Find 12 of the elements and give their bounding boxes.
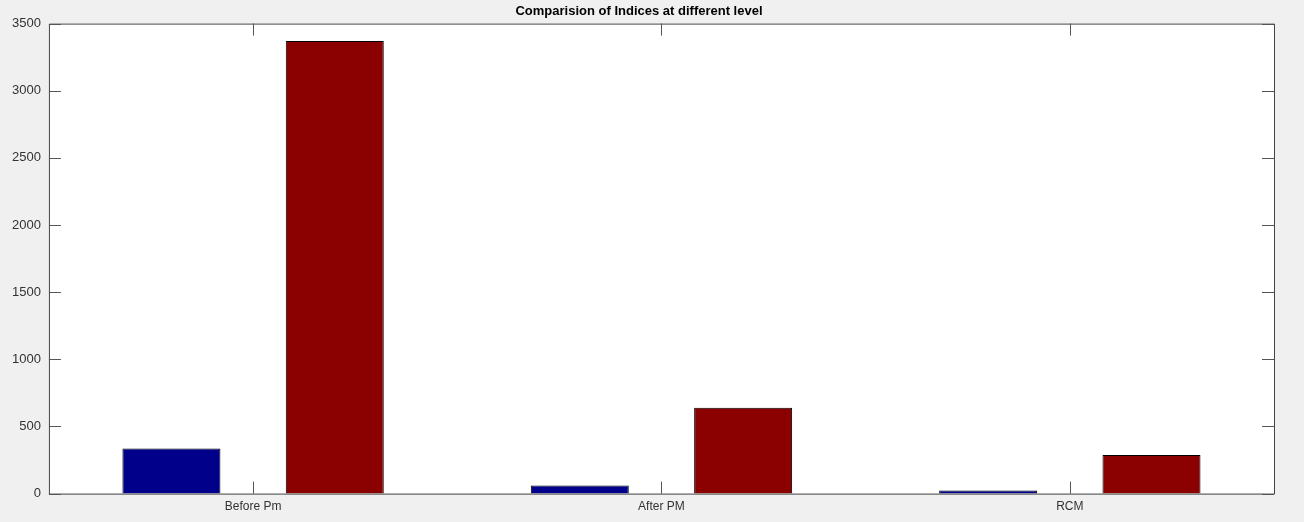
y-tick-label: 3500 [12, 15, 41, 31]
chart-title: Comparision of Indices at different level [515, 3, 763, 19]
y-tick-label: 2000 [12, 216, 41, 232]
y-tick-label: 1000 [12, 350, 41, 366]
x-tick-label: After PM [638, 499, 685, 514]
y-tick-label: 1500 [12, 283, 41, 299]
y-tick-label: 0 [33, 485, 41, 501]
x-tick-label: RCM [1056, 499, 1084, 514]
y-tick-label: 3000 [12, 82, 41, 98]
y-tick-label: 2500 [12, 149, 41, 165]
x-tick-label: Before Pm [224, 499, 282, 514]
y-tick-label: 500 [19, 418, 41, 434]
